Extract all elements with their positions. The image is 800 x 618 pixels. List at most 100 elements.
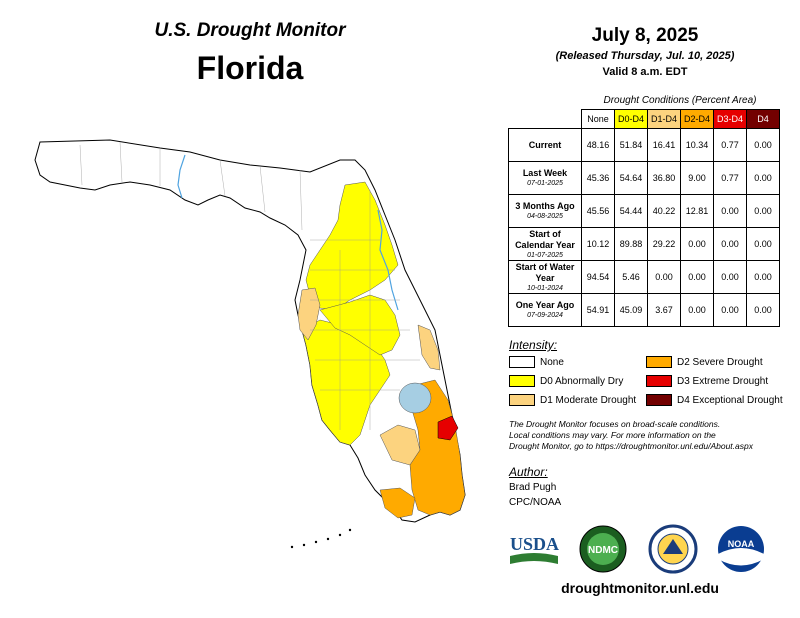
row-label-date: 07-09-2024	[527, 312, 563, 319]
row-label: Start of Calendar Year 01-07-2025	[508, 227, 582, 261]
table-cell: 51.84	[614, 128, 648, 162]
table-cell: 3.67	[647, 293, 681, 327]
row-label: Current	[508, 128, 582, 162]
col-d2-d4: D2-D4	[680, 109, 714, 129]
table-row-current: Current 48.16 51.84 16.41 10.34 0.77 0.00	[508, 128, 780, 162]
col-none: None	[581, 109, 615, 129]
table-cell: 0.00	[680, 293, 714, 327]
table-row-start-of-water-year: Start of Water Year 10-01-2024 94.54 5.46 0.…	[508, 260, 780, 294]
table-corner	[509, 110, 582, 129]
row-label: One Year Ago 07-09-2024	[508, 293, 582, 327]
note-line-3: Drought Monitor, go to https://droughtmo…	[509, 441, 753, 451]
row-label-date: 07-01-2025	[527, 180, 563, 187]
river-apalachicola	[177, 154, 186, 199]
table-cell: 89.88	[614, 227, 648, 261]
florida-keys	[290, 528, 352, 549]
legend-swatch	[646, 394, 672, 407]
table-row-last-week: Last Week 07-01-2025 45.36 54.64 36.80 9.00 0.…	[508, 161, 780, 195]
table-cell: 0.00	[713, 227, 747, 261]
col-d4: D4	[746, 109, 780, 129]
table-header-row: None D0-D4 D1-D4 D2-D4 D3-D4 D4	[509, 109, 780, 129]
author-name: Brad Pugh	[509, 482, 557, 493]
noaa-logo-text: NOAA	[728, 539, 755, 549]
legend-swatch	[646, 375, 672, 388]
note-line-1: The Drought Monitor focuses on broad-sca…	[509, 419, 721, 429]
table-row-one-year-ago: One Year Ago 07-09-2024 54.91 45.09 3.67 0.00…	[508, 293, 780, 327]
d3-region	[437, 415, 459, 441]
drought-conditions-table: None D0-D4 D1-D4 D2-D4 D3-D4 D4 Current 4…	[508, 109, 780, 327]
col-d0-d4: D0-D4	[614, 109, 648, 129]
row-label-main: One Year Ago	[515, 300, 575, 310]
legend-swatch	[509, 394, 535, 407]
col-d1-d4: D1-D4	[647, 109, 681, 129]
row-label: 3 Months Ago 04-08-2025	[508, 194, 582, 228]
legend-swatch	[509, 356, 535, 369]
table-cell: 0.00	[647, 260, 681, 294]
table-cell: 0.00	[713, 293, 747, 327]
table-cell: 0.77	[713, 128, 747, 162]
legend-swatch	[509, 375, 535, 388]
table-cell: 0.00	[713, 194, 747, 228]
table-cell: 45.09	[614, 293, 648, 327]
row-label-main: Current	[528, 139, 562, 150]
table-row-start-of-calendar-year: Start of Calendar Year 01-07-2025 10.12 89.…	[508, 227, 780, 261]
release-date: (Released Thursday, Jul. 10, 2025)	[555, 50, 735, 62]
author-org: CPC/NOAA	[509, 497, 562, 508]
disclaimer-note: The Drought Monitor focuses on broad-sca…	[509, 419, 794, 452]
legend-item-d1: D1 Moderate Drought	[509, 394, 636, 408]
legend-item-d2: D2 Severe Drought	[646, 356, 763, 370]
table-cell: 0.00	[746, 161, 780, 195]
table-cell: 45.36	[581, 161, 615, 195]
table-cell: 0.00	[746, 293, 780, 327]
table-cell: 0.00	[713, 260, 747, 294]
table-cell: 16.41	[647, 128, 681, 162]
row-label-main: Start of Calendar Year	[515, 228, 575, 250]
table-cell: 5.46	[614, 260, 648, 294]
d1-region-west	[297, 287, 321, 341]
florida-drought-map	[34, 139, 466, 549]
legend-item-d0: D0 Abnormally Dry	[509, 375, 623, 389]
table-cell: 0.00	[746, 227, 780, 261]
lake-okeechobee	[398, 382, 432, 414]
row-label-main: Last Week	[522, 168, 568, 178]
usda-logo: USDA	[510, 534, 559, 564]
row-label-date: 04-08-2025	[527, 213, 563, 220]
table-cell: 54.44	[614, 194, 648, 228]
table-cell: 54.91	[581, 293, 615, 327]
col-d3-d4: D3-D4	[713, 109, 747, 129]
county-lines	[79, 141, 420, 430]
conditions-table-title: Drought Conditions (Percent Area)	[603, 95, 757, 106]
page-title: U.S. Drought Monitor	[154, 20, 346, 41]
row-label-date: 01-07-2025	[527, 251, 563, 259]
doc-seal-logo	[648, 524, 698, 574]
legend-item-d3: D3 Extreme Drought	[646, 375, 768, 389]
table-cell: 54.64	[614, 161, 648, 195]
row-label-date: 10-01-2024	[527, 284, 563, 292]
table-cell: 36.80	[647, 161, 681, 195]
legend-title: Intensity:	[509, 338, 558, 352]
legend-swatch	[646, 356, 672, 369]
row-label-main: 3 Months Ago	[515, 201, 575, 211]
note-line-2: Local conditions may vary. For more info…	[509, 430, 716, 440]
table-cell: 0.00	[680, 227, 714, 261]
river-st-johns	[377, 209, 399, 311]
map-date: July 8, 2025	[591, 25, 699, 46]
florida-outline	[34, 139, 466, 523]
state-name: Florida	[196, 50, 304, 86]
table-row-3-months-ago: 3 Months Ago 04-08-2025 45.56 54.44 40.22 12.…	[508, 194, 780, 228]
table-cell: 0.00	[746, 260, 780, 294]
row-label-main: Start of Water Year	[515, 261, 575, 283]
table-cell: 10.12	[581, 227, 615, 261]
valid-time: Valid 8 a.m. EDT	[602, 66, 688, 78]
row-label: Last Week 07-01-2025	[508, 161, 582, 195]
table-cell: 29.22	[647, 227, 681, 261]
legend-item-d4: D4 Exceptional Drought	[646, 394, 783, 408]
site-url: droughtmonitor.unl.edu	[561, 580, 719, 596]
ndmc-logo-text: NDMC	[588, 545, 618, 556]
table-cell: 0.00	[746, 194, 780, 228]
table-cell: 0.00	[746, 128, 780, 162]
usda-logo-text: USDA	[510, 534, 559, 554]
d1-region-east	[417, 324, 441, 371]
d2-region-keys	[379, 487, 416, 519]
row-label: Start of Water Year 10-01-2024	[508, 260, 582, 294]
